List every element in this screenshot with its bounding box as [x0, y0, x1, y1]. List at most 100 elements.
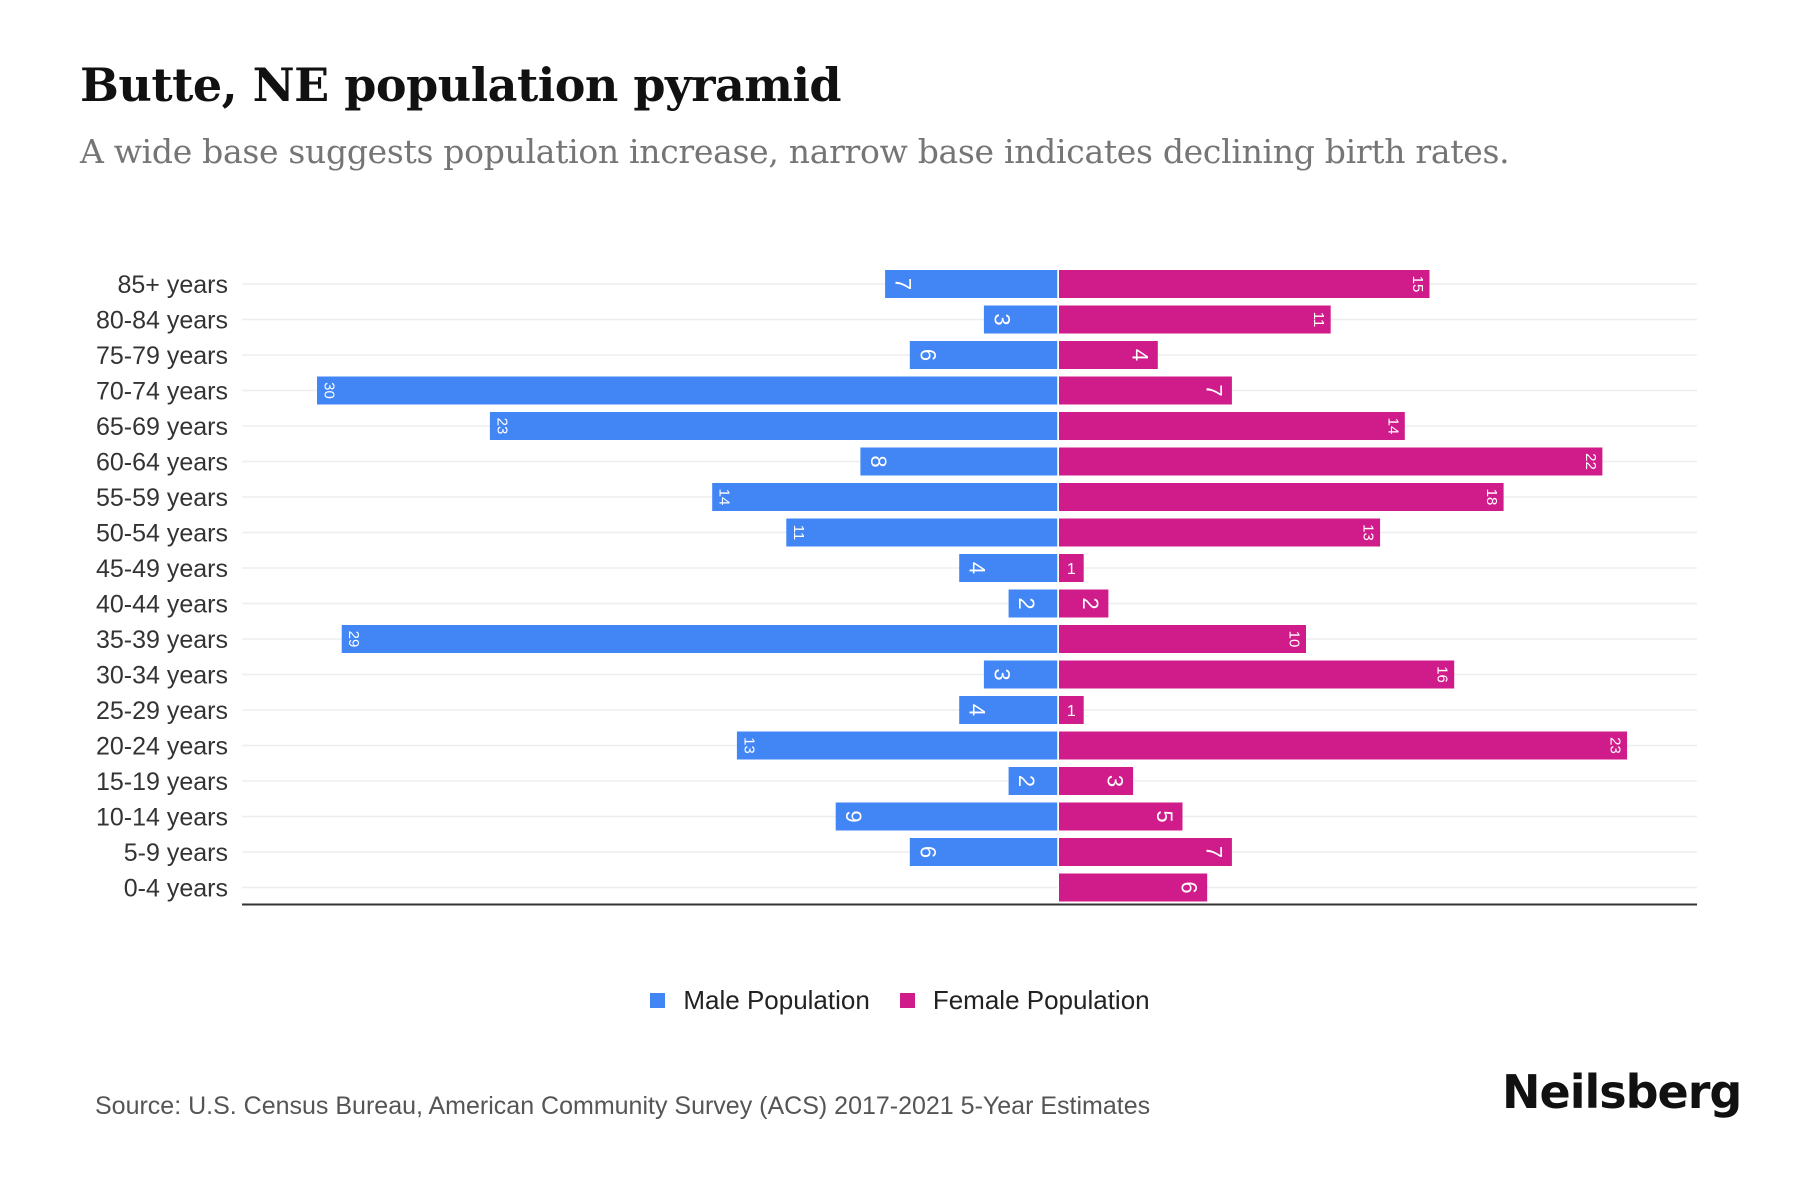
male-bar[interactable]: [959, 696, 1058, 724]
male-bar[interactable]: [489, 412, 1058, 440]
age-group-label: 40-44 years: [96, 591, 228, 619]
female-bar[interactable]: [1059, 696, 1084, 724]
age-group-label: 15-19 years: [96, 768, 228, 796]
female-value-label: 1: [1067, 703, 1076, 720]
male-value-label: 11: [790, 525, 807, 541]
female-bar[interactable]: [1059, 412, 1405, 440]
male-value-label: 4: [965, 704, 990, 716]
male-value-label: 2: [1014, 597, 1039, 609]
age-group-label: 85+ years: [118, 271, 229, 299]
legend-label-male: Male Population: [683, 985, 870, 1015]
female-bar[interactable]: [1059, 873, 1208, 902]
female-bar[interactable]: [1059, 625, 1306, 653]
female-bar[interactable]: [1059, 660, 1455, 689]
male-value-label: 3: [989, 668, 1014, 680]
female-value-label: 23: [1607, 737, 1624, 754]
age-group-label: 20-24 years: [96, 733, 228, 761]
female-value-label: 18: [1483, 489, 1500, 506]
age-group-label: 25-29 years: [96, 697, 228, 725]
female-bar[interactable]: [1059, 270, 1430, 298]
male-bar[interactable]: [835, 802, 1058, 831]
male-bar[interactable]: [983, 305, 1058, 334]
legend-item-male[interactable]: Male Population: [650, 985, 870, 1016]
female-value-label: 6: [1177, 881, 1202, 893]
female-value-label: 11: [1310, 312, 1327, 328]
male-value-label: 7: [891, 278, 916, 290]
male-bar[interactable]: [959, 554, 1058, 582]
age-group-label: 60-64 years: [96, 449, 228, 477]
age-group-label: 80-84 years: [96, 307, 228, 335]
female-value-label: 16: [1434, 666, 1451, 683]
source-note: Source: U.S. Census Bureau, American Com…: [95, 1092, 1151, 1120]
age-group-label: 65-69 years: [96, 413, 228, 441]
legend-label-female: Female Population: [932, 985, 1150, 1015]
male-value-label: 4: [965, 562, 990, 574]
female-bar[interactable]: [1059, 589, 1109, 618]
female-value-label: 22: [1582, 453, 1599, 470]
female-bar[interactable]: [1059, 341, 1158, 369]
age-group-label: 55-59 years: [96, 484, 228, 512]
male-bar[interactable]: [341, 625, 1058, 653]
female-value-label: 2: [1078, 597, 1103, 609]
legend: Male Population Female Population: [0, 985, 1800, 1016]
male-value-label: 8: [866, 455, 891, 467]
male-value-label: 29: [345, 631, 362, 648]
age-group-label: 35-39 years: [96, 626, 228, 654]
age-group-label: 10-14 years: [96, 804, 228, 832]
male-value-label: 23: [493, 418, 510, 435]
age-group-label: 75-79 years: [96, 342, 228, 370]
male-bar[interactable]: [909, 838, 1058, 866]
female-bar[interactable]: [1059, 838, 1232, 866]
male-bar[interactable]: [885, 270, 1058, 298]
male-value-label: 13: [740, 737, 757, 754]
female-bar[interactable]: [1059, 554, 1084, 582]
female-bar[interactable]: [1059, 305, 1331, 334]
female-value-label: 14: [1384, 418, 1401, 435]
legend-swatch-female: [899, 993, 915, 1008]
female-value-label: 13: [1360, 524, 1377, 541]
male-bar[interactable]: [736, 731, 1058, 760]
male-bar[interactable]: [317, 376, 1058, 405]
female-bar[interactable]: [1059, 376, 1232, 405]
female-bar[interactable]: [1059, 447, 1603, 476]
female-value-label: 15: [1409, 276, 1426, 293]
age-group-label: 45-49 years: [96, 555, 228, 583]
age-group-label: 70-74 years: [96, 378, 228, 406]
legend-item-female[interactable]: Female Population: [899, 985, 1150, 1016]
male-value-label: 6: [915, 349, 940, 361]
male-value-label: 6: [915, 846, 940, 858]
gridlines: [242, 283, 1697, 889]
male-bar[interactable]: [860, 447, 1058, 476]
female-value-label: 5: [1152, 810, 1177, 822]
female-value-label: 1: [1067, 561, 1076, 578]
male-bar[interactable]: [909, 341, 1058, 369]
age-group-label: 5-9 years: [124, 839, 228, 867]
female-value-label: 10: [1286, 631, 1303, 648]
female-bar[interactable]: [1059, 767, 1134, 795]
male-value-label: 14: [716, 489, 733, 506]
female-bar[interactable]: [1059, 518, 1381, 547]
male-bar[interactable]: [1008, 589, 1058, 618]
female-bar[interactable]: [1059, 802, 1183, 831]
male-value-label: 2: [1014, 775, 1039, 787]
male-bar[interactable]: [712, 483, 1058, 511]
male-bar[interactable]: [1008, 767, 1058, 795]
female-value-label: 3: [1103, 775, 1128, 787]
male-value-label: 3: [989, 313, 1014, 325]
population-pyramid-chart: 85+ years 80-84 years 75-79 years 70-74 yea…: [95, 270, 1697, 909]
age-group-label: 30-34 years: [96, 662, 228, 690]
age-group-labels: 85+ years 80-84 years 75-79 years 70-74 yea…: [96, 271, 228, 903]
female-value-label: 4: [1127, 349, 1152, 361]
chart-title: Butte, NE population pyramid: [80, 58, 842, 112]
female-bar[interactable]: [1059, 483, 1504, 511]
bars: [317, 270, 1628, 909]
female-bar[interactable]: [1059, 731, 1628, 760]
male-bar[interactable]: [983, 660, 1058, 689]
female-value-label: 7: [1201, 384, 1226, 396]
chart-subtitle: A wide base suggests population increase…: [80, 132, 1510, 171]
legend-swatch-male: [650, 993, 666, 1008]
age-group-label: 50-54 years: [96, 520, 228, 548]
male-bar[interactable]: [786, 518, 1058, 547]
brand-logo: Neilsberg: [1502, 1065, 1742, 1119]
